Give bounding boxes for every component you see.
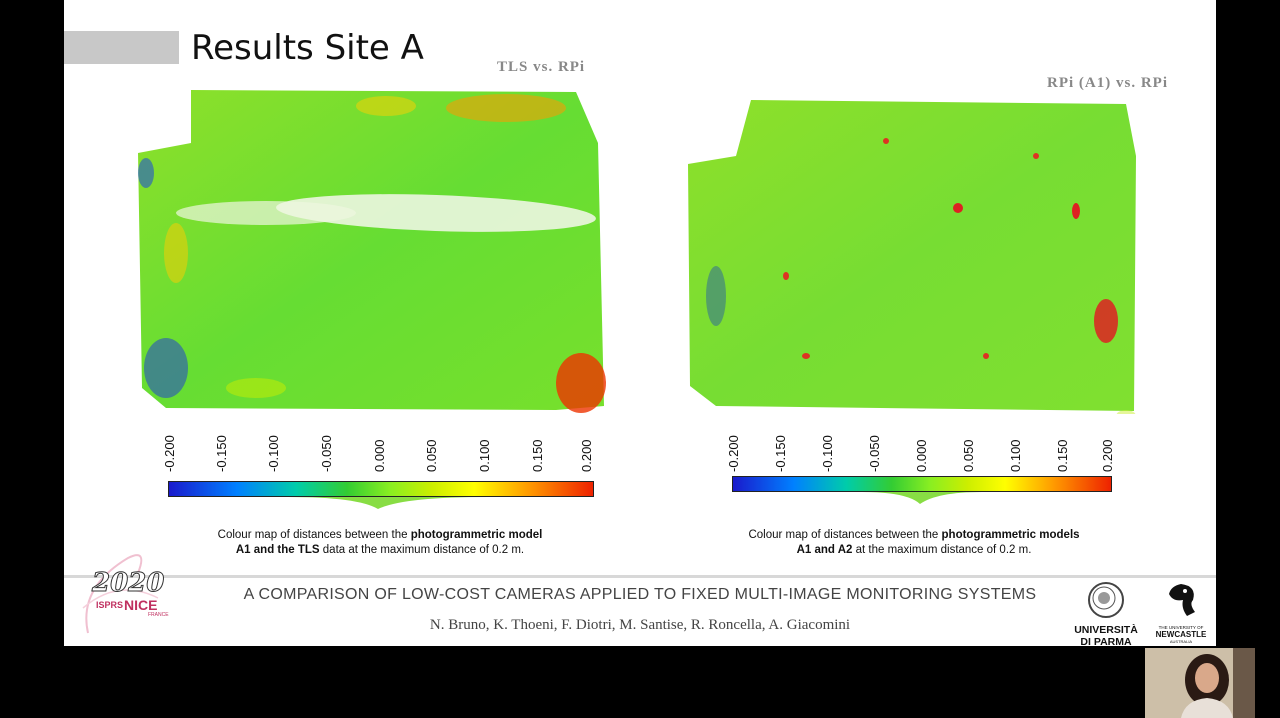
footer-divider <box>64 575 1216 578</box>
tick-label: 0.000 <box>914 439 929 472</box>
footer-title: A COMPARISON OF LOW-COST CAMERAS APPLIED… <box>243 586 1037 603</box>
tick-label: -0.200 <box>162 435 177 472</box>
tick-label: -0.150 <box>214 435 229 472</box>
right-comparison-label: RPi (A1) vs. RPi <box>1047 75 1168 91</box>
right-colorbar <box>732 476 1112 492</box>
tick-label: -0.050 <box>319 435 334 472</box>
tick-label: -0.050 <box>867 435 882 472</box>
presenter-webcam <box>1145 648 1255 718</box>
tick-label: 0.100 <box>477 439 492 472</box>
right-caption: Colour map of distances between the phot… <box>748 529 1080 556</box>
left-colorbar <box>168 481 594 497</box>
presentation-slide: Results Site A TLS vs. RPi -0.200 -0.150… <box>64 0 1216 646</box>
tick-label: -0.100 <box>266 435 281 472</box>
left-caption: Colour map of distances between the phot… <box>217 529 543 556</box>
newcastle-university-logo: THE UNIVERSITY OF NEWCASTLE AUSTRALIA <box>1146 582 1216 644</box>
isprs-nice-2020-logo: 2020 ISPRS NICE FRANCE <box>68 548 188 644</box>
right-distribution-curve <box>862 492 982 504</box>
tick-label: 0.100 <box>1008 439 1023 472</box>
tick-label: 0.150 <box>1055 439 1070 472</box>
tick-label: 0.050 <box>961 439 976 472</box>
left-distance-map <box>138 90 606 413</box>
title-accent-bar <box>64 31 179 64</box>
tick-label: -0.100 <box>820 435 835 472</box>
universita-di-parma-logo: UNIVERSITÀ DI PARMA <box>1066 582 1146 646</box>
tick-label: 0.050 <box>424 439 439 472</box>
tick-label: 0.200 <box>1100 439 1115 472</box>
tick-label: 0.000 <box>372 439 387 472</box>
tick-label: -0.200 <box>726 435 741 472</box>
left-distribution-curve <box>288 497 488 509</box>
footer-authors: N. Bruno, K. Thoeni, F. Diotri, M. Santi… <box>429 617 851 633</box>
right-distance-map <box>688 100 1136 414</box>
university-seal-icon <box>1088 582 1124 618</box>
tick-label: 0.150 <box>530 439 545 472</box>
slide-title: Results Site A <box>191 28 424 68</box>
tick-label: -0.150 <box>773 435 788 472</box>
seahorse-icon <box>1169 584 1195 616</box>
left-comparison-label: TLS vs. RPi <box>497 59 586 75</box>
tick-label: 0.200 <box>579 439 594 472</box>
